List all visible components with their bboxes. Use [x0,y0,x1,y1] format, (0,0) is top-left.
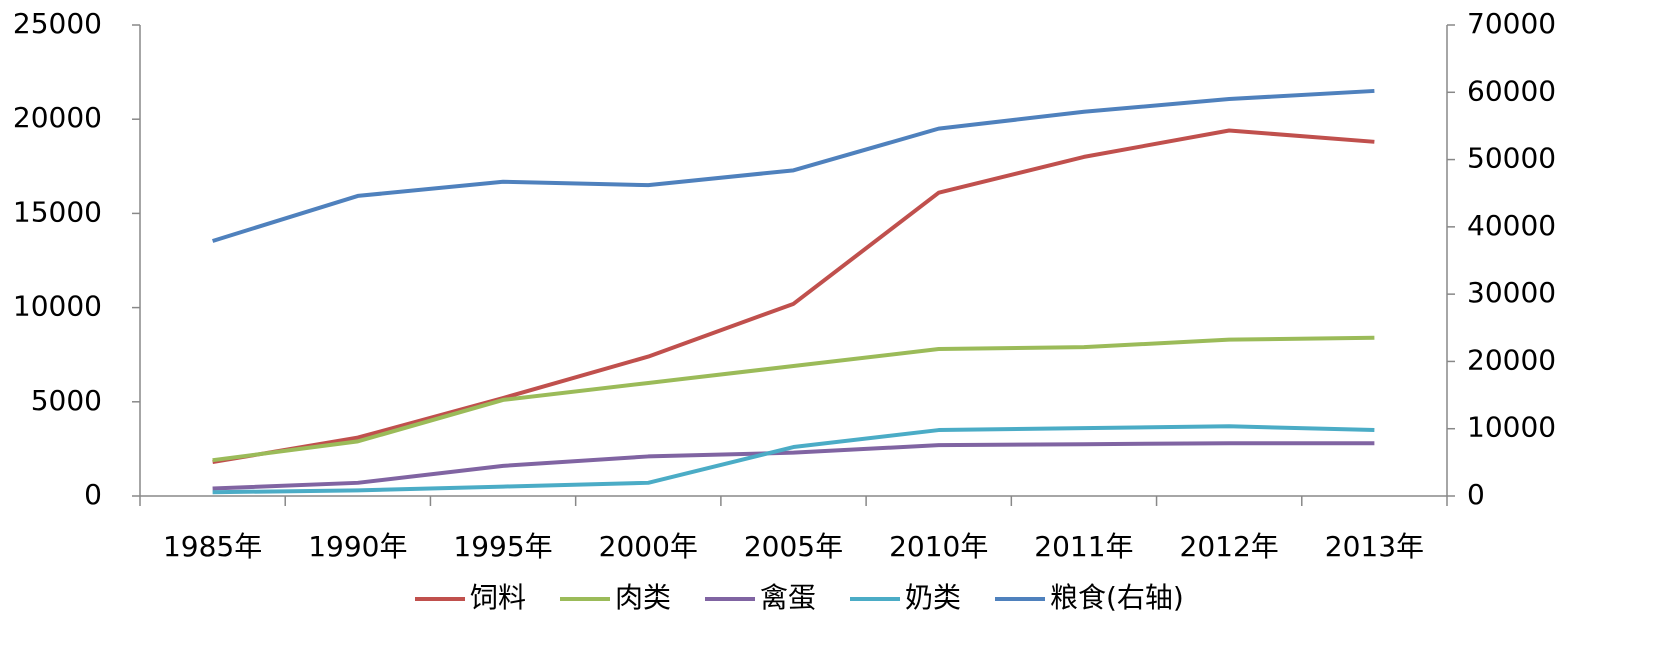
y-tick-label: 25000 [13,7,102,40]
legend-label: 肉类 [615,581,671,614]
line-series [212,88,1375,243]
y-tick-label: 20000 [13,101,102,134]
y2-tick-label: 70000 [1467,7,1556,40]
y2-tick-label: 50000 [1467,142,1556,175]
legend-label: 饲料 [470,581,526,614]
y-tick-label: 5000 [31,384,102,417]
x-tick-label: 1995年 [453,530,552,563]
y-tick-label: 0 [84,478,102,511]
legend-label: 禽蛋 [760,581,816,614]
y2-tick-label: 30000 [1467,276,1556,309]
y-tick-label: 15000 [13,195,102,228]
y2-tick-label: 20000 [1467,343,1556,376]
line-series [212,441,1375,491]
legend-label: 粮食(右轴) [1050,581,1184,614]
y2-tick-label: 0 [1467,478,1485,511]
y2-tick-label: 10000 [1467,411,1556,444]
y2-tick-label: 60000 [1467,74,1556,107]
legend-label: 奶类 [905,581,961,614]
x-tick-label: 2010年 [889,530,988,563]
x-tick-label: 2012年 [1180,530,1279,563]
y2-tick-label: 40000 [1467,209,1556,242]
line-series [212,128,1375,465]
x-tick-label: 1985年 [163,530,262,563]
x-tick-label: 2013年 [1325,530,1424,563]
x-tick-label: 2011年 [1034,530,1133,563]
x-tick-label: 2005年 [744,530,843,563]
y-tick-label: 10000 [13,290,102,323]
x-tick-label: 2000年 [599,530,698,563]
x-tick-label: 1990年 [308,530,407,563]
line-series [212,335,1375,463]
line-series [212,424,1375,495]
